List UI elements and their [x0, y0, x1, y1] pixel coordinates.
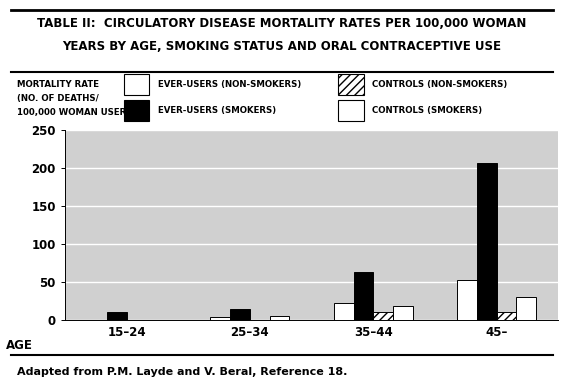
Bar: [354, 272, 373, 320]
Bar: [270, 316, 289, 320]
Bar: [517, 296, 536, 320]
Bar: [373, 312, 393, 320]
Text: CONTROLS (SMOKERS): CONTROLS (SMOKERS): [372, 106, 482, 115]
Text: CONTROLS (NON-SMOKERS): CONTROLS (NON-SMOKERS): [372, 80, 508, 89]
Text: EVER-USERS (SMOKERS): EVER-USERS (SMOKERS): [158, 106, 276, 115]
Bar: [230, 309, 250, 320]
Bar: [334, 303, 354, 320]
Text: EVER-USERS (NON-SMOKERS): EVER-USERS (NON-SMOKERS): [158, 80, 301, 89]
Text: 100,000 WOMAN USER): 100,000 WOMAN USER): [17, 108, 130, 117]
Text: TABLE II:  CIRCULATORY DISEASE MORTALITY RATES PER 100,000 WOMAN: TABLE II: CIRCULATORY DISEASE MORTALITY …: [37, 17, 527, 31]
Bar: [338, 100, 364, 121]
Text: MORTALITY RATE: MORTALITY RATE: [17, 80, 99, 88]
Bar: [107, 312, 126, 320]
Text: AGE: AGE: [6, 339, 33, 352]
Bar: [457, 280, 477, 320]
Text: (NO. OF DEATHS/: (NO. OF DEATHS/: [17, 94, 99, 103]
Bar: [124, 100, 149, 121]
Bar: [338, 74, 364, 95]
Text: YEARS BY AGE, SMOKING STATUS AND ORAL CONTRACEPTIVE USE: YEARS BY AGE, SMOKING STATUS AND ORAL CO…: [63, 40, 501, 53]
Bar: [477, 163, 497, 320]
Bar: [210, 317, 230, 320]
Bar: [393, 307, 413, 320]
Text: Adapted from P.M. Layde and V. Beral, Reference 18.: Adapted from P.M. Layde and V. Beral, Re…: [17, 367, 347, 377]
Bar: [124, 74, 149, 95]
Bar: [497, 312, 517, 320]
